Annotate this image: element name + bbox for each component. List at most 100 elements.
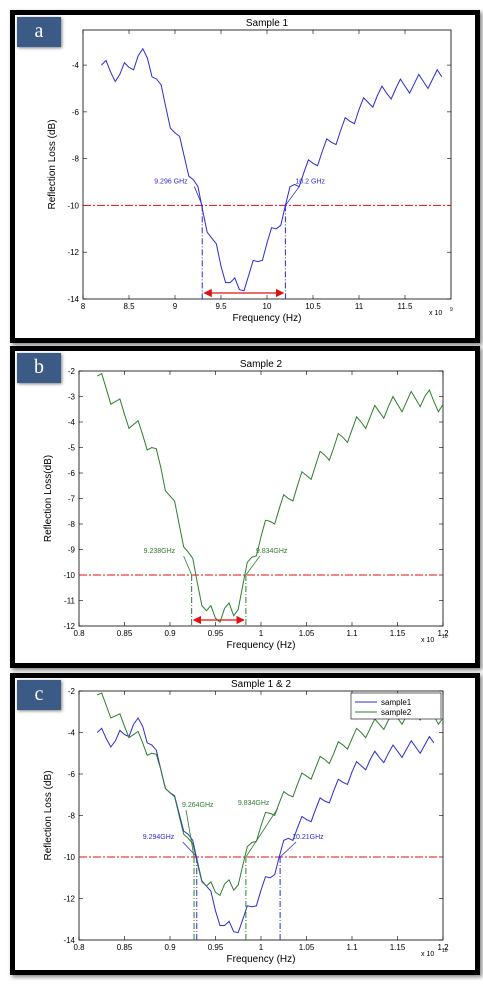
y-tick-label: -5 bbox=[68, 444, 76, 453]
marker-label: 10.21GHz bbox=[292, 834, 324, 841]
x-tick-label: 0.8 bbox=[73, 943, 85, 952]
marker-label: 9.834GHz bbox=[238, 800, 270, 807]
x-tick-label: 0.85 bbox=[117, 943, 133, 952]
plot-area bbox=[78, 690, 444, 941]
y-tick-label: -4 bbox=[68, 729, 76, 738]
y-tick-label: -10 bbox=[67, 201, 79, 210]
panel-label-badge: b bbox=[17, 353, 61, 383]
x-tick-label: 1.2 bbox=[437, 629, 449, 638]
plot-area bbox=[78, 370, 444, 627]
y-axis-label: Reflection Loss (dB) bbox=[43, 770, 54, 860]
x-tick-label: 8 bbox=[81, 302, 86, 311]
legend-box bbox=[350, 692, 442, 720]
marker-pointer bbox=[185, 809, 195, 858]
plot-area bbox=[82, 29, 452, 300]
x-tick-label: 8.5 bbox=[123, 302, 135, 311]
panel-label-badge: c bbox=[17, 680, 61, 710]
y-tick-label: -2 bbox=[68, 687, 76, 696]
y-tick-label: -6 bbox=[68, 469, 76, 478]
reflection-loss-chart-sample1: 8 8.5 9 9.5 10 10.5 11 11.5 -14 -12 -10 -8 -6 -4 Sampl… bbox=[47, 18, 453, 324]
chart-title: Sample 1 bbox=[246, 18, 289, 29]
marker-pointer bbox=[183, 555, 193, 576]
chart-panel-b: b 0.8 0.85 0.9 0.95 1 1.05 1.1 1.15 1.2 -12 -11 -10… bbox=[10, 346, 480, 668]
y-tick-label: -4 bbox=[68, 418, 76, 427]
x-scale-multiplier: x 10 bbox=[421, 951, 434, 958]
marker-pointer bbox=[285, 186, 300, 206]
y-tick-label: -12 bbox=[63, 622, 75, 631]
chart-panel-a: a 8 8.5 9 9.5 10 10.5 11 11.5 -14 -12 -10 -8 -6 -4 Sam… bbox=[10, 10, 480, 343]
x-tick-label: 0.95 bbox=[208, 943, 224, 952]
marker-pointer bbox=[182, 841, 198, 858]
series-line-sample1 bbox=[96, 717, 435, 934]
marker-label: 9.238GHz bbox=[144, 548, 176, 555]
marker-label: 10.2 GHz bbox=[295, 178, 325, 185]
marker-label: 9.834GHz bbox=[256, 548, 288, 555]
y-tick-label: -4 bbox=[72, 61, 80, 70]
y-tick-label: -6 bbox=[72, 108, 80, 117]
y-axis-label: Reflection Loss (dB) bbox=[47, 119, 58, 209]
y-tick-label: -11 bbox=[64, 597, 76, 606]
marker-label: 9.264GHz bbox=[182, 802, 214, 809]
y-tick-label: -12 bbox=[63, 895, 75, 904]
chart-panel-c: c 0.8 0.85 0.9 0.95 1 1.05 1.1 1.15 1.2 -14 -12 -10… bbox=[10, 673, 480, 975]
y-tick-label: -3 bbox=[68, 393, 76, 402]
legend-entry: sample2 bbox=[381, 708, 412, 717]
reflection-loss-chart-sample2: 0.8 0.85 0.9 0.95 1 1.05 1.1 1.15 1.2 -12 -11 -10 -9… bbox=[43, 359, 449, 651]
y-tick-label: -14 bbox=[67, 295, 79, 304]
y-axis-label: Reflection Loss(dB) bbox=[43, 455, 54, 542]
y-tick-label: -8 bbox=[68, 520, 76, 529]
x-tick-label: 1.05 bbox=[299, 629, 315, 638]
x-tick-label: 1 bbox=[259, 943, 264, 952]
x-tick-label: 9.5 bbox=[215, 302, 227, 311]
chart-title: Sample 1 & 2 bbox=[231, 679, 291, 690]
x-tick-label: 9 bbox=[173, 302, 178, 311]
reflection-loss-chart-combined: 0.8 0.85 0.9 0.95 1 1.05 1.1 1.15 1.2 -14 -12 -10 -8… bbox=[43, 679, 449, 965]
x-tick-label: 1.1 bbox=[346, 943, 358, 952]
marker-pointer bbox=[245, 555, 261, 576]
marker-label: 9.296 GHz bbox=[154, 178, 188, 185]
panel-label-badge: a bbox=[17, 17, 61, 47]
x-tick-label: 11 bbox=[355, 302, 364, 311]
series-line-sample2 bbox=[96, 692, 444, 897]
y-tick-label: -10 bbox=[63, 571, 75, 580]
y-tick-label: -12 bbox=[67, 248, 79, 257]
x-tick-label: 1.05 bbox=[299, 943, 315, 952]
x-tick-label: 1.1 bbox=[346, 629, 358, 638]
x-tick-label: 0.9 bbox=[164, 943, 176, 952]
y-tick-label: -14 bbox=[63, 936, 75, 945]
x-axis-label: Frequency (Hz) bbox=[227, 640, 296, 651]
x-tick-label: 1.2 bbox=[437, 943, 449, 952]
x-tick-label: 0.8 bbox=[73, 629, 85, 638]
x-scale-multiplier: x 10 bbox=[429, 310, 442, 317]
x-scale-exponent: 10 bbox=[442, 948, 448, 954]
x-axis-label: Frequency (Hz) bbox=[227, 954, 296, 965]
series-line-data bbox=[101, 47, 443, 292]
marker-pointer bbox=[193, 186, 203, 206]
x-tick-label: 10 bbox=[263, 302, 272, 311]
x-tick-label: 0.95 bbox=[208, 629, 224, 638]
legend-entry: sample1 bbox=[381, 698, 412, 707]
x-scale-multiplier: x 10 bbox=[421, 637, 434, 644]
x-tick-label: 0.85 bbox=[117, 629, 133, 638]
y-tick-label: -8 bbox=[72, 155, 80, 164]
marker-pointer bbox=[279, 841, 297, 858]
chart-title: Sample 2 bbox=[240, 359, 283, 370]
marker-pointer bbox=[245, 807, 279, 858]
x-tick-label: 11.5 bbox=[398, 302, 414, 311]
x-tick-label: 10.5 bbox=[305, 302, 321, 311]
y-tick-label: -7 bbox=[68, 495, 76, 504]
x-tick-label: 1 bbox=[259, 629, 264, 638]
marker-label: 9.294GHz bbox=[143, 834, 175, 841]
x-tick-label: 0.9 bbox=[164, 629, 176, 638]
x-scale-exponent: 9 bbox=[450, 307, 453, 313]
y-tick-label: -8 bbox=[68, 812, 76, 821]
x-axis-label: Frequency (Hz) bbox=[233, 313, 302, 324]
y-tick-label: -9 bbox=[68, 546, 76, 555]
y-tick-label: -6 bbox=[68, 770, 76, 779]
series-line-data bbox=[96, 372, 444, 624]
x-scale-exponent: 10 bbox=[442, 634, 448, 640]
y-tick-label: -10 bbox=[63, 853, 75, 862]
x-tick-label: 1.15 bbox=[390, 943, 406, 952]
y-tick-label: -2 bbox=[68, 367, 76, 376]
x-tick-label: 1.15 bbox=[390, 629, 406, 638]
